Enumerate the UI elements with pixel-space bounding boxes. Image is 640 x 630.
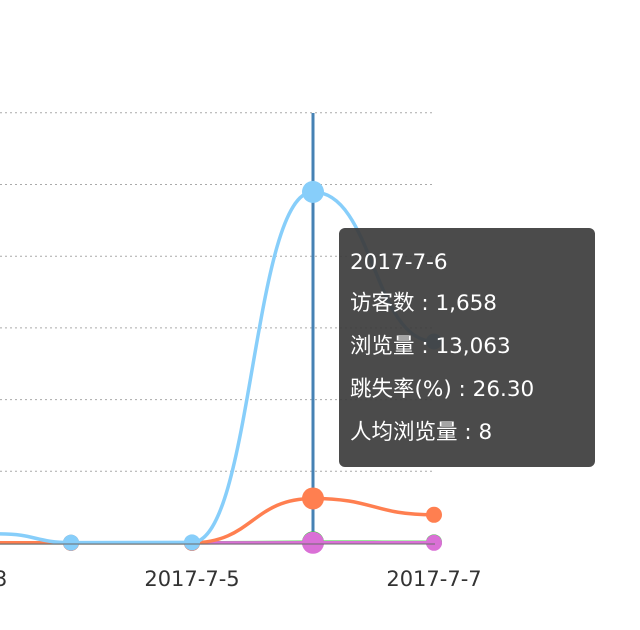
tooltip-label: 人均浏览量 bbox=[350, 420, 458, 445]
tooltip-row-pageviews: 浏览量 : 13,063 bbox=[350, 334, 511, 359]
x-axis: 3 2017-7-5 2017-7-7 bbox=[0, 543, 482, 591]
data-point[interactable] bbox=[184, 534, 200, 551]
tooltip-row-visitors: 访客数 : 1,658 bbox=[350, 291, 497, 316]
tooltip-value: 8 bbox=[478, 420, 493, 445]
tooltip-label: 访客数 bbox=[350, 291, 415, 316]
tooltip: 2017-7-6 访客数 : 1,658 浏览量 : 13,063 跳失率(%)… bbox=[339, 228, 595, 467]
tooltip-title: 2017-7-6 bbox=[350, 250, 448, 275]
data-point[interactable] bbox=[302, 487, 324, 510]
tooltip-label: 浏览量 bbox=[350, 334, 415, 359]
data-point[interactable] bbox=[302, 180, 324, 203]
data-point[interactable] bbox=[426, 506, 442, 523]
data-point[interactable] bbox=[426, 534, 442, 551]
tooltip-row-bounce-rate: 跳失率(%) : 26.30 bbox=[350, 377, 535, 402]
data-point[interactable] bbox=[63, 534, 79, 551]
x-tick-label: 3 bbox=[0, 567, 7, 591]
x-tick-label: 2017-7-7 bbox=[386, 567, 481, 591]
tooltip-value: 13,063 bbox=[435, 334, 511, 359]
x-tick-label: 2017-7-5 bbox=[144, 567, 239, 591]
tooltip-value: 26.30 bbox=[472, 377, 535, 402]
tooltip-label: 跳失率(%) bbox=[350, 377, 452, 402]
tooltip-row-avg-pageviews: 人均浏览量 : 8 bbox=[350, 420, 493, 445]
data-point[interactable] bbox=[302, 531, 324, 554]
tooltip-value: 1,658 bbox=[435, 291, 497, 316]
